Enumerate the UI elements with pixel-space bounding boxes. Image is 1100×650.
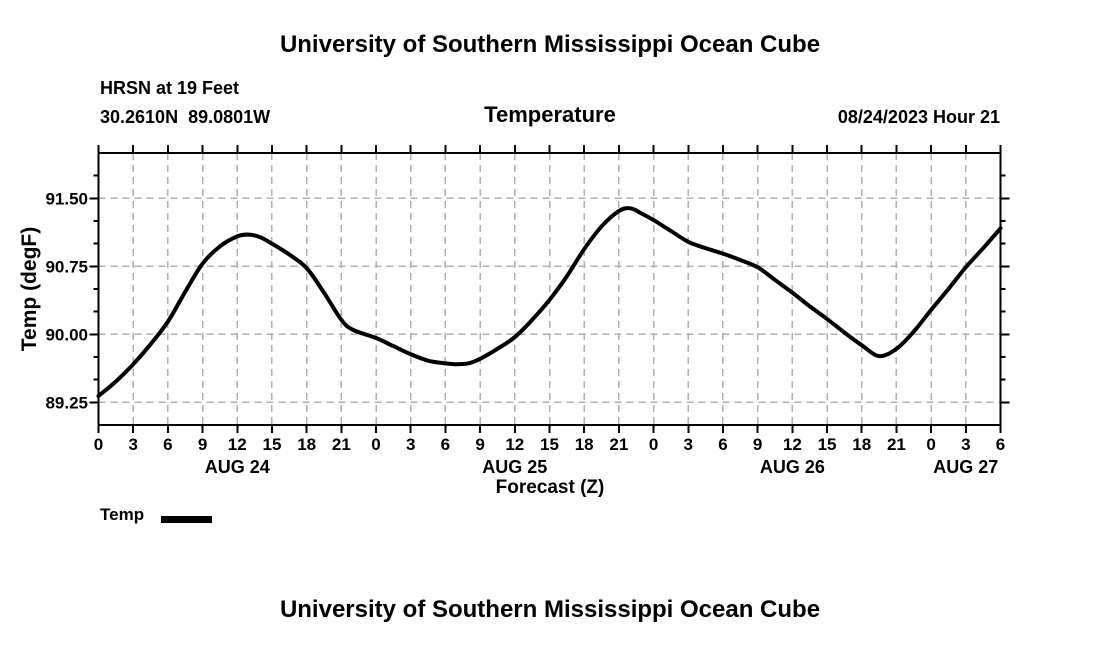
page-title: University of Southern Mississippi Ocean…	[279, 31, 821, 58]
x-tick-label: 15	[262, 435, 281, 454]
x-tick-label: 6	[718, 435, 727, 454]
temp-curve	[96, 206, 1003, 398]
x-tick-label: 3	[684, 435, 693, 454]
x-tick-label: 9	[198, 435, 207, 454]
chart-title: Temperature	[484, 102, 616, 127]
day-label: AUG 24	[205, 457, 270, 477]
x-tick-label: 6	[996, 435, 1005, 454]
x-tick-label: 3	[128, 435, 137, 454]
x-tick-label: 0	[926, 435, 935, 454]
day-label: AUG 25	[482, 457, 547, 477]
station-coordinates: 30.2610N 89.0801W	[100, 107, 271, 127]
x-tick-label: 0	[371, 435, 380, 454]
x-tick-label: 12	[783, 435, 802, 454]
x-tick-label: 0	[649, 435, 658, 454]
temperature-line-chart: 0 3 6 9 12 15 18 21 0 3 6 9 12 15 18 21 0 3 6 9 12 15 18 21 0 3 6 A…	[45, 145, 1010, 477]
day-label: AUG 27	[933, 457, 998, 477]
day-label: AUG 26	[760, 457, 825, 477]
x-tick-label: 12	[505, 435, 524, 454]
y-tick-label: 90.00	[45, 325, 88, 344]
x-tick-label: 15	[818, 435, 837, 454]
y-tick-label: 90.75	[45, 257, 88, 276]
x-tick-label: 21	[609, 435, 628, 454]
next-page-title: University of Southern Mississippi Ocean…	[279, 596, 821, 623]
x-tick-label: 21	[887, 435, 906, 454]
x-tick-label: 3	[406, 435, 415, 454]
x-tick-label: 12	[228, 435, 247, 454]
forecast-datetime: 08/24/2023 Hour 21	[837, 107, 1000, 127]
x-tick-label: 15	[540, 435, 559, 454]
legend-line-swatch	[161, 516, 212, 523]
y-tick-label: 91.50	[45, 189, 88, 208]
x-tick-label: 9	[475, 435, 484, 454]
x-tick-label: 18	[297, 435, 316, 454]
x-tick-label: 3	[961, 435, 970, 454]
station-name: HRSN at 19 Feet	[100, 78, 240, 98]
x-tick-label: 9	[753, 435, 762, 454]
legend-label: Temp	[100, 505, 145, 524]
x-axis-title: Forecast (Z)	[495, 477, 605, 498]
x-tick-label: 21	[332, 435, 351, 454]
x-tick-label: 18	[575, 435, 594, 454]
x-tick-label: 0	[94, 435, 103, 454]
x-tick-label: 6	[163, 435, 172, 454]
x-tick-label: 6	[441, 435, 450, 454]
x-tick-label: 18	[852, 435, 871, 454]
y-tick-label: 89.25	[45, 393, 88, 412]
